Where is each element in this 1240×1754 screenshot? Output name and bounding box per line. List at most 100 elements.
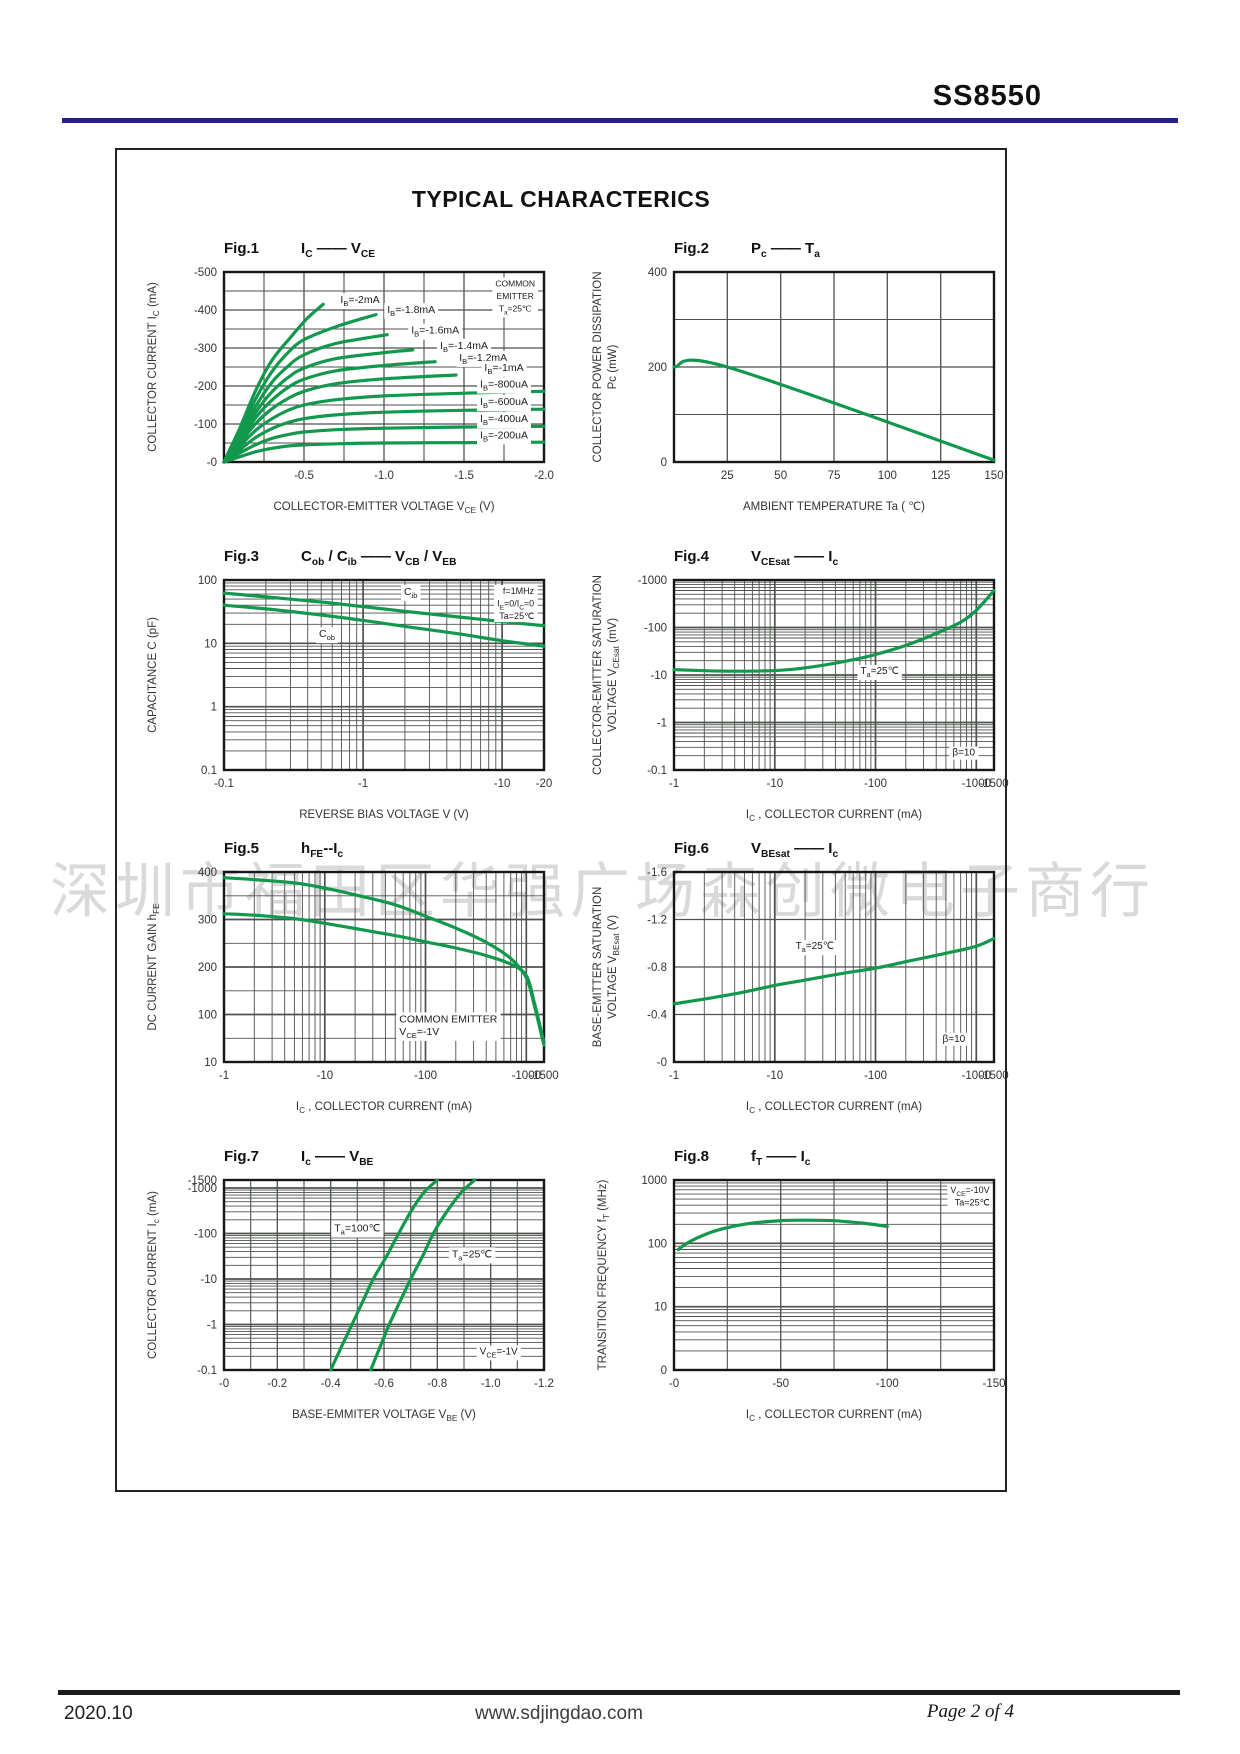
svg-text:-100: -100 [864,778,887,790]
fig3-chart: -0.1 -1 -10 -20 0.1 1 10 100 REVERSE BIAS VOLTAG… [147,575,553,821]
fig1-chart: -0.5 -1.0 -1.5 -2.0 -0 -100 -200 -300 -400 -500 CO… [147,267,554,515]
svg-text:IC , COLLECTOR CURRENT (mA): IC , COLLECTOR CURRENT (mA) [746,1101,922,1115]
svg-text:β=10: β=10 [943,1034,966,1045]
svg-text:125: 125 [931,470,950,482]
svg-text:IB=-400uA: IB=-400uA [480,413,528,427]
curve-ib-800ua [222,389,546,464]
curve-cob [222,603,546,648]
svg-text:-0.1: -0.1 [197,1365,217,1377]
svg-text:-1000: -1000 [638,575,667,587]
svg-text:-1: -1 [358,778,368,790]
page-header-title: SS8550 [932,80,1042,112]
svg-text:-100: -100 [876,1378,899,1390]
svg-text:Cob: Cob [319,628,335,642]
fig2-chart: 25 50 75 100 125 150 0 200 400 AMBIENT TEMPERATUR… [592,267,1004,513]
svg-text:-300: -300 [194,343,217,355]
svg-text:Pc (mW): Pc (mW) [607,344,619,389]
svg-text:1: 1 [211,702,217,714]
svg-text:50: 50 [774,470,787,482]
content-box: TYPICAL CHARACTERICS Fig.1 IC —— VCE -0.5-… [115,148,1009,1492]
svg-text:100: 100 [878,470,897,482]
svg-text:-0.1: -0.1 [647,765,667,777]
content-title: TYPICAL CHARACTERICS [411,186,711,212]
curve-ib-200ua [222,440,546,464]
svg-text:β=10: β=10 [952,748,975,759]
svg-text:-1500: -1500 [188,1175,217,1187]
svg-text:0: 0 [661,457,667,469]
svg-text:-1.6: -1.6 [647,867,667,879]
figure-fig2: Fig.2 Pc —— Ta 25 50 75 100 125 150 0 200 400 AMBIE… [589,240,1009,516]
svg-text:-0.4: -0.4 [321,1378,341,1390]
fig5-chart: -1 -10 -100 -1000-1500 10 100 200 300 400 IC , CO… [147,867,559,1115]
fig7-chart: -0 -0.2 -0.4 -0.6 -0.8 -1.0 -1.2 -0.1 -1 -10 -100 -… [147,1175,554,1423]
header-rule [62,118,1178,123]
svg-text:0.1: 0.1 [201,765,217,777]
figure-title-fig6: Fig.6 VBEsat —— Ic [674,840,1009,864]
svg-text:-1: -1 [207,1320,217,1332]
curve-vcesat [672,588,996,673]
svg-text:200: 200 [198,962,217,974]
figure-fig4: Fig.4 VCEsat —— Ic -1 -10 -100 -1000 -1500 -0.1… [589,548,1009,824]
svg-text:25: 25 [721,470,734,482]
figure-equation: VCEsat —— Ic [751,548,839,568]
svg-text:Ta=25℃: Ta=25℃ [452,1248,492,1262]
svg-text:TRANSITION FREQUENCY fT (MHz): TRANSITION FREQUENCY fT (MHz) [597,1179,611,1370]
svg-text:-100: -100 [194,1229,217,1241]
svg-text:-1.2: -1.2 [647,915,667,927]
footer-rule [58,1690,1180,1695]
svg-text:100: 100 [198,575,217,587]
figure-equation: Ic —— VBE [301,1148,374,1168]
svg-text:400: 400 [648,267,667,279]
figure-label: Fig.3 [224,548,260,565]
svg-text:150: 150 [984,470,1003,482]
svg-text:IB=-200uA: IB=-200uA [480,429,528,443]
svg-text:-100: -100 [194,419,217,431]
svg-text:100: 100 [648,1238,667,1250]
svg-text:-2.0: -2.0 [534,470,554,482]
svg-text:-10: -10 [494,778,511,790]
svg-text:-20: -20 [536,778,553,790]
svg-text:IC , COLLECTOR CURRENT (mA): IC , COLLECTOR CURRENT (mA) [746,809,922,823]
svg-text:-1000: -1000 [512,1070,541,1082]
svg-text:-200: -200 [194,381,217,393]
figure-equation: fT —— Ic [751,1148,811,1168]
svg-text:-0: -0 [219,1378,229,1390]
svg-text:IB=-600uA: IB=-600uA [480,396,528,410]
svg-text:COLLECTOR-EMITTER SATURATION: COLLECTOR-EMITTER SATURATION [592,575,604,775]
svg-text:-1000: -1000 [188,1183,217,1195]
figure-label: Fig.7 [224,1148,260,1165]
svg-text:10: 10 [204,1057,217,1069]
svg-text:BASE-EMMITER VOLTAGE VBE (V): BASE-EMMITER VOLTAGE VBE (V) [292,1409,476,1423]
footer-date: 2020.10 [64,1703,133,1724]
svg-text:-1.0: -1.0 [481,1378,501,1390]
figure-label: Fig.5 [224,840,260,857]
svg-text:-0.6: -0.6 [374,1378,394,1390]
svg-text:-10: -10 [766,778,783,790]
curve-ib-1ma [222,373,458,464]
curve-ft [676,1218,889,1252]
svg-text:300: 300 [198,915,217,927]
svg-text:75: 75 [828,470,841,482]
figure-label: Fig.6 [674,840,710,857]
svg-text:-0: -0 [207,457,217,469]
figure-title-fig5: Fig.5 hFE--Ic [224,840,559,864]
svg-text:CAPACITANCE C (pF): CAPACITANCE C (pF) [147,617,159,733]
svg-text:400: 400 [198,867,217,879]
figure-title-fig7: Fig.7 Ic —— VBE [224,1148,559,1172]
footer-site: www.sdjingdao.com [475,1703,643,1724]
svg-text:COLLECTOR POWER DISSIPATION: COLLECTOR POWER DISSIPATION [592,271,604,462]
svg-text:-400: -400 [194,305,217,317]
svg-text:COLLECTOR-EMITTER VOLTAGE VCE: COLLECTOR-EMITTER VOLTAGE VCE (V) [273,501,494,515]
svg-text:-1: -1 [219,1070,229,1082]
svg-text:-0.4: -0.4 [647,1010,667,1022]
figure-title-fig8: Fig.8 fT —— Ic [674,1148,1009,1172]
fig4-chart: -1 -10 -100 -1000-1500-0.1-1-10-100-1000IC … [592,575,1009,823]
figure-fig6: Fig.6 VBEsat —— Ic -1 -10 -100 -1000 -1500 -0 -0… [589,840,1009,1116]
figure-equation: IC —— VCE [301,240,376,260]
svg-text:100: 100 [198,1010,217,1022]
svg-text:-0.5: -0.5 [294,470,314,482]
svg-text:IB=-1.6mA: IB=-1.6mA [411,325,459,339]
svg-text:-100: -100 [864,1070,887,1082]
svg-text:Ta=100℃: Ta=100℃ [334,1223,380,1237]
